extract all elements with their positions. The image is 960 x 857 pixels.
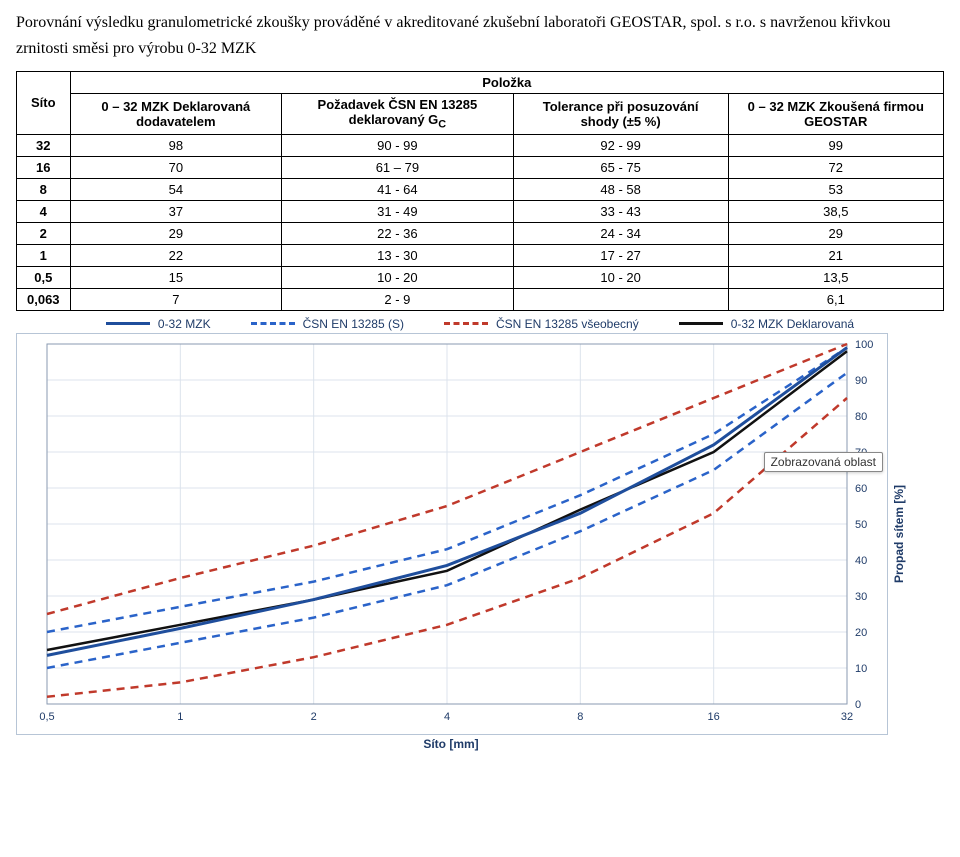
th-col3: Tolerance při posuzování shody (±5 %) xyxy=(513,94,728,135)
table-row: 85441 - 6448 - 5853 xyxy=(17,178,944,200)
row-cell: 10 - 20 xyxy=(513,266,728,288)
row-cell: 37 xyxy=(70,200,282,222)
svg-text:90: 90 xyxy=(855,375,867,387)
row-sito: 4 xyxy=(17,200,71,222)
svg-text:2: 2 xyxy=(311,711,317,723)
row-cell: 48 - 58 xyxy=(513,178,728,200)
row-sito: 1 xyxy=(17,244,71,266)
row-cell: 54 xyxy=(70,178,282,200)
legend-item-mzk: 0-32 MZK xyxy=(106,317,211,331)
row-sito: 16 xyxy=(17,156,71,178)
y-axis-label: Propad sítem [%] xyxy=(888,485,916,583)
svg-text:1: 1 xyxy=(177,711,183,723)
row-cell: 41 - 64 xyxy=(282,178,514,200)
row-cell: 90 - 99 xyxy=(282,134,514,156)
svg-text:32: 32 xyxy=(841,711,853,723)
th-col2: Požadavek ČSN EN 13285 deklarovaný GC xyxy=(282,94,514,135)
svg-text:4: 4 xyxy=(444,711,450,723)
svg-text:50: 50 xyxy=(855,519,867,531)
row-cell: 31 - 49 xyxy=(282,200,514,222)
row-sito: 8 xyxy=(17,178,71,200)
svg-text:10: 10 xyxy=(855,663,867,675)
legend-swatch xyxy=(679,322,723,325)
svg-text:0: 0 xyxy=(855,699,861,711)
svg-text:0,5: 0,5 xyxy=(39,711,54,723)
legend-swatch xyxy=(444,322,488,325)
svg-text:80: 80 xyxy=(855,411,867,423)
th-col4: 0 – 32 MZK Zkoušená firmou GEOSTAR xyxy=(728,94,943,135)
svg-text:100: 100 xyxy=(855,339,873,351)
row-cell: 15 xyxy=(70,266,282,288)
legend-swatch xyxy=(106,322,150,325)
row-cell: 29 xyxy=(728,222,943,244)
legend-item-csn-s: ČSN EN 13285 (S) xyxy=(251,317,404,331)
chart-tooltip: Zobrazovaná oblast xyxy=(764,452,883,472)
row-cell: 61 – 79 xyxy=(282,156,514,178)
row-cell: 13,5 xyxy=(728,266,943,288)
chart-legend: 0-32 MZK ČSN EN 13285 (S) ČSN EN 13285 v… xyxy=(16,317,944,331)
intro-paragraph: Porovnání výsledku granulometrické zkouš… xyxy=(16,10,944,61)
row-cell: 10 - 20 xyxy=(282,266,514,288)
legend-item-dekl: 0-32 MZK Deklarovaná xyxy=(679,317,854,331)
row-cell: 65 - 75 xyxy=(513,156,728,178)
table-row: 43731 - 4933 - 4338,5 xyxy=(17,200,944,222)
row-cell: 38,5 xyxy=(728,200,943,222)
row-cell: 98 xyxy=(70,134,282,156)
row-cell: 7 xyxy=(70,288,282,310)
legend-item-csn-v: ČSN EN 13285 všeobecný xyxy=(444,317,639,331)
legend-label: 0-32 MZK Deklarovaná xyxy=(731,317,854,331)
row-sito: 2 xyxy=(17,222,71,244)
row-cell: 72 xyxy=(728,156,943,178)
row-cell xyxy=(513,288,728,310)
row-cell: 29 xyxy=(70,222,282,244)
table-row: 12213 - 3017 - 2721 xyxy=(17,244,944,266)
data-table: Síto Položka 0 – 32 MZK Deklarovaná doda… xyxy=(16,71,944,311)
row-cell: 2 - 9 xyxy=(282,288,514,310)
legend-swatch xyxy=(251,322,295,325)
svg-text:30: 30 xyxy=(855,591,867,603)
legend-label: ČSN EN 13285 (S) xyxy=(303,317,404,331)
svg-text:8: 8 xyxy=(577,711,583,723)
row-cell: 33 - 43 xyxy=(513,200,728,222)
svg-text:16: 16 xyxy=(708,711,720,723)
row-cell: 22 xyxy=(70,244,282,266)
row-cell: 22 - 36 xyxy=(282,222,514,244)
table-row: 167061 – 7965 - 7572 xyxy=(17,156,944,178)
svg-text:60: 60 xyxy=(855,483,867,495)
th-sito: Síto xyxy=(17,72,71,135)
table-row: 0,06372 - 9 6,1 xyxy=(17,288,944,310)
table-row: 329890 - 9992 - 9999 xyxy=(17,134,944,156)
row-cell: 70 xyxy=(70,156,282,178)
table-row: 0,51510 - 2010 - 2013,5 xyxy=(17,266,944,288)
legend-label: ČSN EN 13285 všeobecný xyxy=(496,317,639,331)
row-cell: 6,1 xyxy=(728,288,943,310)
th-polozka: Položka xyxy=(70,72,943,94)
row-cell: 24 - 34 xyxy=(513,222,728,244)
th-col1: 0 – 32 MZK Deklarovaná dodavatelem xyxy=(70,94,282,135)
row-sito: 0,5 xyxy=(17,266,71,288)
legend-label: 0-32 MZK xyxy=(158,317,211,331)
row-sito: 32 xyxy=(17,134,71,156)
row-cell: 17 - 27 xyxy=(513,244,728,266)
table-row: 22922 - 3624 - 3429 xyxy=(17,222,944,244)
row-sito: 0,063 xyxy=(17,288,71,310)
svg-text:40: 40 xyxy=(855,555,867,567)
chart-area: 0,5124816320102030405060708090100 Zobraz… xyxy=(16,333,888,735)
granulometry-chart: 0,5124816320102030405060708090100 xyxy=(17,334,887,734)
row-cell: 92 - 99 xyxy=(513,134,728,156)
row-cell: 13 - 30 xyxy=(282,244,514,266)
x-axis-label: Síto [mm] xyxy=(16,737,886,751)
row-cell: 53 xyxy=(728,178,943,200)
svg-text:20: 20 xyxy=(855,627,867,639)
row-cell: 21 xyxy=(728,244,943,266)
row-cell: 99 xyxy=(728,134,943,156)
